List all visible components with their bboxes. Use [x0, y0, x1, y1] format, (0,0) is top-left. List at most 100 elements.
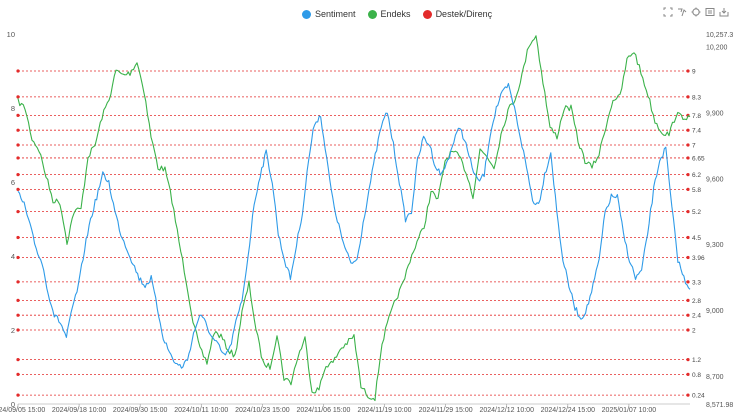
support-resistance-end-dot — [686, 187, 690, 191]
support-resistance-label: 6.2 — [692, 172, 701, 179]
support-resistance-end-dot — [686, 358, 690, 362]
series-layer — [17, 35, 691, 402]
y-left-tick-label: 0 — [11, 400, 15, 409]
y-right-tick-label: 8,571.98 — [706, 402, 733, 409]
x-tick-label: 2024/09/30 15:00 — [113, 407, 168, 414]
support-resistance-label: 2.4 — [692, 313, 701, 320]
support-resistance-end-dot — [686, 372, 690, 376]
support-resistance-end-dot — [686, 393, 690, 397]
x-tick-label: 2024/11/29 15:00 — [419, 407, 473, 414]
legend-label-endeks: Endeks — [380, 9, 411, 19]
x-tick-label: 2024/11/19 10:00 — [358, 407, 412, 414]
support-resistance-label: 7 — [692, 143, 696, 150]
support-resistance-end-dot — [686, 69, 690, 73]
support-resistance-start-dot — [16, 113, 20, 117]
support-resistance-end-dot — [686, 210, 690, 214]
support-resistance-end-dot — [686, 328, 690, 332]
y-right-tick-label: 8,700 — [706, 374, 724, 381]
support-resistance-label: 8.3 — [692, 94, 701, 101]
support-resistance-end-dot — [686, 298, 690, 302]
y-right-tick-label: 9,300 — [706, 242, 724, 249]
support-resistance-label: 7.4 — [692, 128, 701, 135]
support-resistance-start-dot — [16, 328, 20, 332]
support-resistance-label: 2 — [692, 328, 696, 335]
support-resistance-label: 5.8 — [692, 187, 701, 194]
support-resistance-start-dot — [16, 143, 20, 147]
y-right-tick-label: 9,900 — [706, 110, 724, 117]
support-resistance-start-dot — [16, 187, 20, 191]
support-resistance-end-dot — [686, 95, 690, 99]
support-resistance-label: 1.2 — [692, 357, 701, 364]
zoom-reset-icon[interactable] — [677, 7, 687, 17]
y-right-tick-label: 9,000 — [706, 308, 724, 315]
support-resistance-label: 0.24 — [692, 393, 705, 400]
legend: Sentiment Endeks Destek/Direnç — [302, 7, 492, 21]
legend-dot-destek-direnc — [422, 9, 432, 19]
support-resistance-start-dot — [16, 128, 20, 132]
x-tick-label: 2024/11/06 15:00 — [296, 407, 350, 414]
support-resistance-start-dot — [16, 210, 20, 214]
series-line-endeks — [17, 35, 691, 402]
y-left-tick-label: 8 — [11, 104, 15, 113]
support-resistance-label: 3.96 — [692, 255, 705, 262]
legend-dot-endeks — [367, 9, 377, 19]
support-resistance-label: 6.65 — [692, 155, 705, 162]
zoom-icon[interactable] — [663, 7, 673, 17]
legend-dot-sentiment — [302, 9, 311, 19]
y-left-tick-label: 4 — [11, 252, 15, 261]
support-resistance-start-dot — [16, 358, 20, 362]
chart-axes: 0 2 4 6 8 10 10,257.3 10,200 9,900 9,600 9,300 9,00… — [0, 30, 733, 414]
support-resistance-start-dot — [16, 372, 20, 376]
y-left-tick-label: 6 — [11, 178, 15, 187]
support-resistance-label: 0.8 — [692, 372, 701, 379]
support-resistance-label: 4.5 — [692, 235, 701, 242]
legend-item-destek-direnc[interactable]: Destek/Direnç — [422, 9, 493, 19]
support-resistance-end-dot — [686, 235, 690, 240]
support-resistance-label: 5.2 — [692, 209, 701, 216]
support-resistance-start-dot — [16, 156, 20, 160]
legend-item-sentiment[interactable]: Sentiment — [302, 9, 356, 19]
y-left-tick-label: 10 — [7, 30, 15, 39]
series-line-sentiment — [17, 82, 691, 369]
chart-toolbox — [663, 7, 729, 17]
legend-item-endeks[interactable]: Endeks — [367, 9, 411, 19]
restore-icon[interactable] — [691, 7, 701, 17]
support-resistance-start-dot — [16, 280, 20, 284]
support-resistance-end-dot — [686, 156, 690, 160]
support-resistance-end-dot — [686, 128, 690, 132]
support-resistance-start-dot — [16, 298, 20, 302]
y-left-tick-label: 2 — [11, 326, 15, 335]
support-resistance-start-dot — [16, 393, 20, 397]
support-resistance-label: 7.8 — [692, 113, 701, 120]
support-resistance-end-dot — [686, 173, 690, 177]
support-resistance-start-dot — [16, 95, 20, 99]
support-resistance-end-dot — [686, 280, 690, 284]
support-resistance-end-dot — [686, 255, 690, 260]
x-tick-label: 2024/12/12 10:00 — [479, 407, 534, 414]
x-tick-label: 2024/09/18 10:00 — [52, 407, 107, 414]
support-resistance-end-dot — [686, 313, 690, 317]
y-right-tick-label: 10,200 — [706, 45, 728, 52]
x-tick-label: 2025/01/07 10:00 — [602, 407, 657, 414]
save-image-icon[interactable] — [719, 7, 729, 17]
support-resistance-start-dot — [16, 255, 20, 260]
y-right-tick-label: 9,600 — [706, 176, 724, 183]
support-resistance-start-dot — [16, 313, 20, 317]
support-resistance-end-dot — [686, 143, 690, 147]
support-resistance-start-dot — [16, 235, 20, 240]
y-right-tick-label: 10,257.3 — [706, 32, 733, 39]
x-tick-label: 2024/10/23 15:00 — [235, 407, 290, 414]
legend-label-sentiment: Sentiment — [315, 9, 356, 19]
support-resistance-label: 9 — [692, 69, 696, 76]
support-resistance-start-dot — [16, 69, 20, 73]
support-resistance-label: 2.8 — [692, 298, 701, 305]
support-resistance-lines: 9 8.3 7.8 7.4 7 6.65 6.2 5.8 5.2 4.5 3.96 3.3 2.8 2.4… — [16, 69, 705, 400]
support-resistance-start-dot — [16, 173, 20, 177]
x-tick-label: 2024/10/11 10:00 — [174, 407, 228, 414]
x-tick-label: 2024/09/05 15:00 — [0, 407, 45, 414]
x-tick-label: 2024/12/24 15:00 — [541, 407, 596, 414]
data-view-icon[interactable] — [705, 7, 715, 17]
support-resistance-label: 3.3 — [692, 279, 701, 286]
legend-label-destek-direnc: Destek/Direnç — [435, 9, 493, 19]
